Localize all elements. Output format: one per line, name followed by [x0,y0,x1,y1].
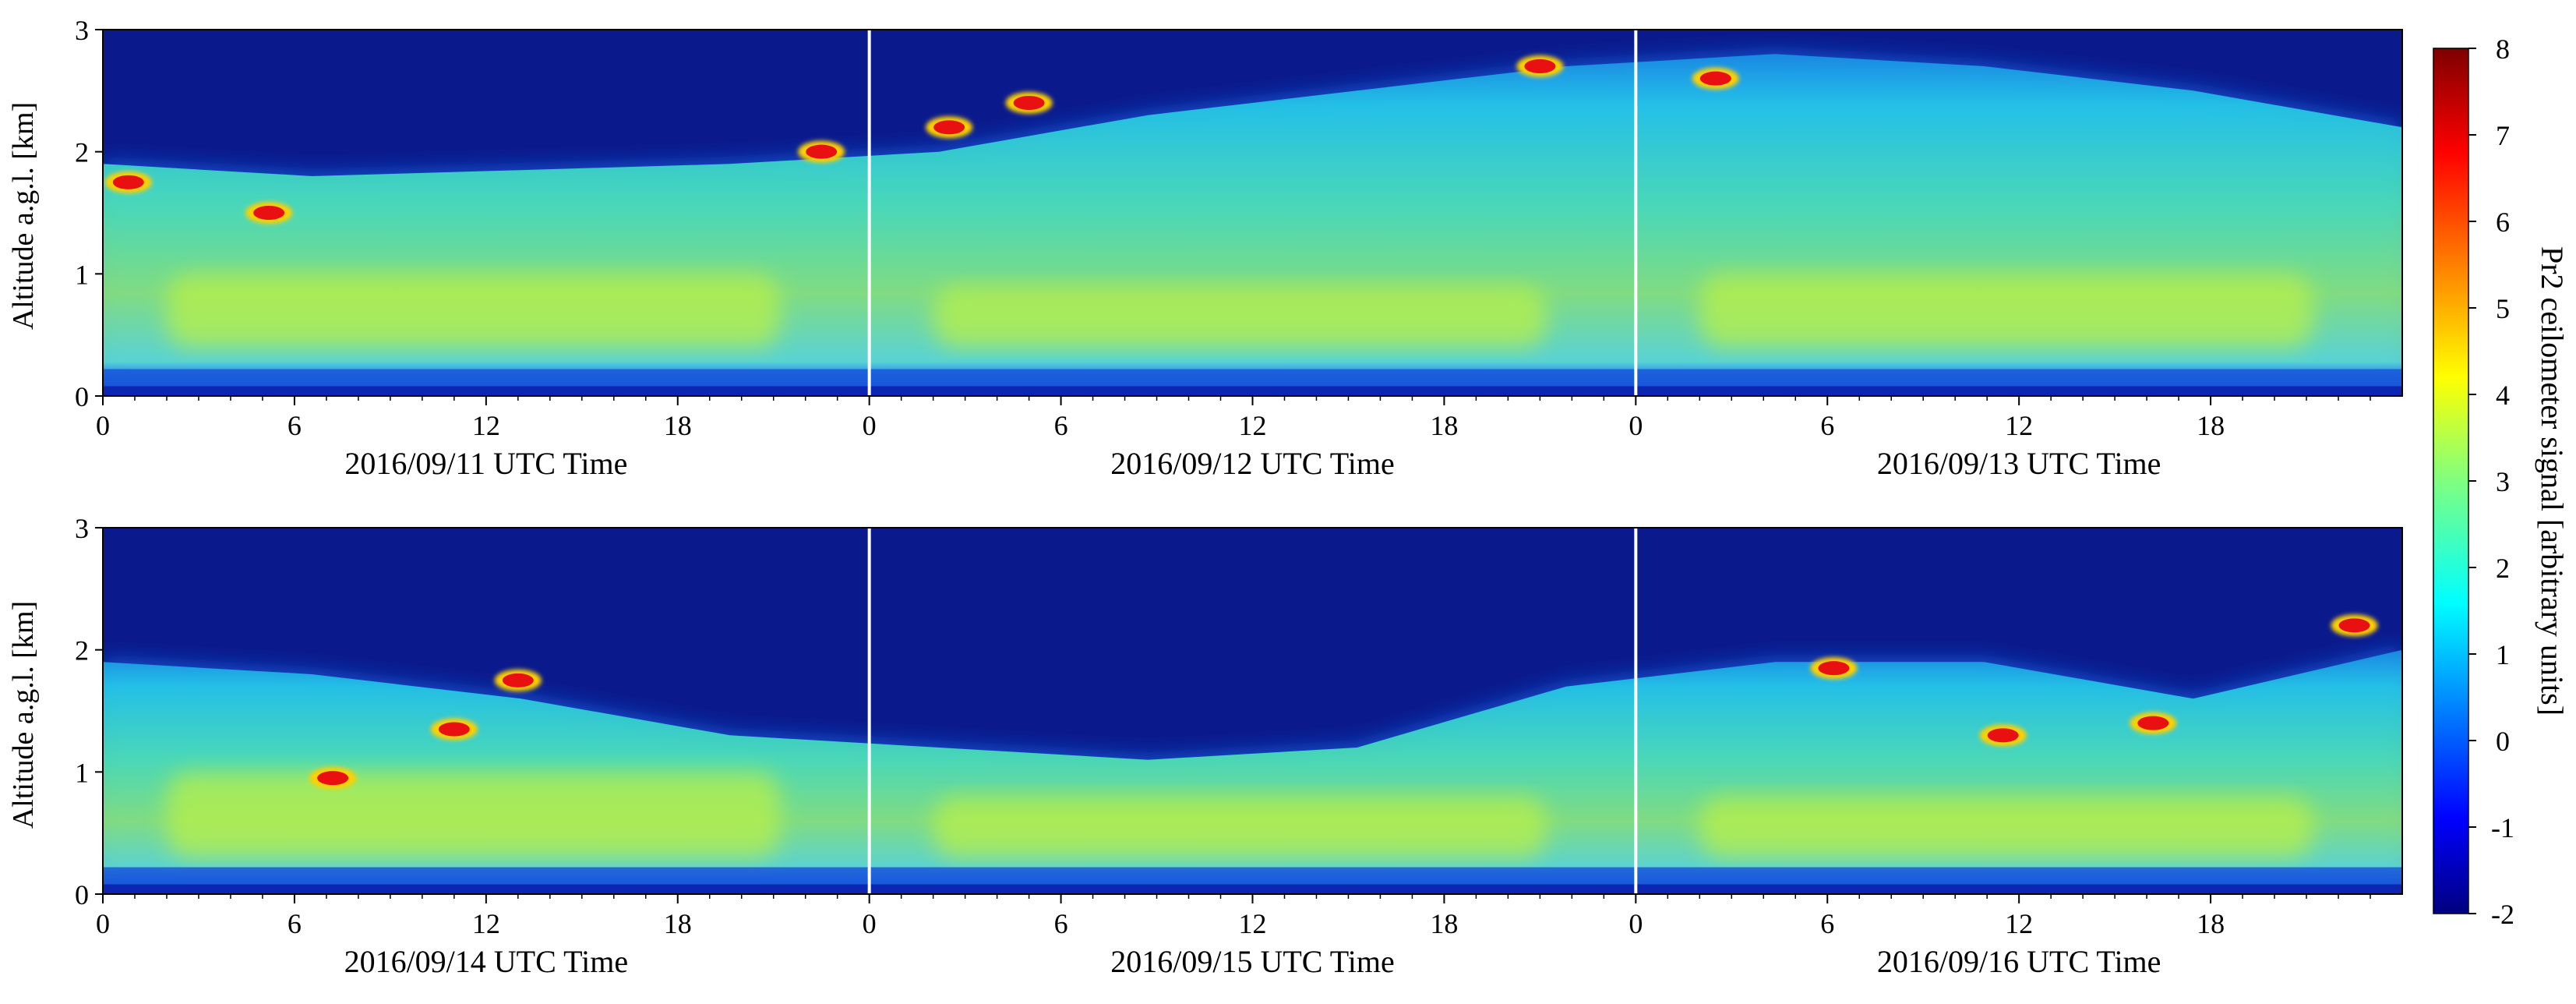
cloud-feature-core [438,722,470,737]
colorbar-tick-label: 8 [2496,34,2510,65]
x-tick-label: 12 [472,410,500,441]
cloud-feature-core [1987,728,2019,743]
colorbar-tick-label: 3 [2496,466,2510,497]
day-axis-label: 2016/09/12 UTC Time [1110,446,1395,481]
x-tick-label: 18 [2197,908,2225,939]
colorbar-tick-label: 6 [2496,207,2510,238]
y-tick-label: 1 [75,259,89,290]
day-axis-label: 2016/09/14 UTC Time [344,944,629,979]
cloud-feature-core [2137,716,2169,730]
cloud-feature-core [317,771,349,786]
x-tick-label: 6 [1054,908,1068,939]
y-tick-label: 0 [75,381,89,412]
x-tick-label: 0 [96,908,110,939]
y-tick-label: 3 [75,15,89,46]
y-axis-label-top: Altitude a.g.l. [km] [7,102,40,330]
cloud-feature-core [806,144,838,159]
surface-band-dark [103,386,2402,396]
x-tick-label: 6 [1820,410,1834,441]
day-axis-label: 2016/09/13 UTC Time [1877,446,2161,481]
y-tick-label: 2 [75,635,89,666]
x-tick-label: 6 [1820,908,1834,939]
x-tick-label: 12 [2005,410,2033,441]
aerosol-layer [166,772,780,857]
day-axis-label: 2016/09/11 UTC Time [344,446,627,481]
y-tick-label: 3 [75,513,89,544]
heatmap-area-bottom [103,528,2402,894]
cloud-feature-core [112,175,144,189]
aerosol-layer [933,286,1547,348]
aerosol-layer [1699,796,2313,857]
x-tick-label: 12 [472,908,500,939]
cloud-feature-core [2338,618,2370,633]
y-axis-label-bottom: Altitude a.g.l. [km] [7,601,40,829]
x-tick-label: 0 [96,410,110,441]
aerosol-layer [166,274,780,348]
surface-band-dark [103,884,2402,894]
cloud-feature-core [1699,71,1731,86]
cloud-feature-core [502,673,534,688]
x-tick-label: 18 [664,908,692,939]
x-tick-label: 18 [1430,908,1458,939]
y-tick-label: 2 [75,137,89,168]
colorbar-tick-label: 4 [2496,380,2510,411]
x-tick-label: 12 [1239,410,1267,441]
colorbar-tick-label: 1 [2496,639,2510,670]
x-tick-label: 18 [2197,410,2225,441]
x-tick-label: 0 [863,410,877,441]
y-tick-label: 0 [75,879,89,910]
colorbar-tick-label: 5 [2496,293,2510,324]
cloud-feature-core [253,206,285,220]
aerosol-layer [1699,274,2313,348]
colorbar-tick-label: 0 [2496,726,2510,757]
colorbar-tick-label: 7 [2496,120,2510,151]
cloud-feature-core [1524,59,1556,73]
cloud-feature-core [1818,661,1850,676]
x-tick-label: 18 [1430,410,1458,441]
colorbar: 8 7 6 5 4 3 2 1 0 -1 -2 Pr2 ceilometer signal [arb… [2433,34,2570,930]
heatmap-area-top [103,30,2402,396]
day-axis-label: 2016/09/16 UTC Time [1877,944,2161,979]
x-tick-label: 12 [2005,908,2033,939]
x-tick-label: 6 [288,908,302,939]
x-tick-label: 0 [863,908,877,939]
x-tick-label: 0 [1629,908,1643,939]
colorbar-tick-label: -2 [2491,899,2514,930]
cloud-feature-core [933,120,965,135]
day-axis-label: 2016/09/15 UTC Time [1110,944,1395,979]
colorbar-label: Pr2 ceilometer signal [arbitrary units] [2535,246,2570,716]
x-tick-label: 6 [288,410,302,441]
x-tick-label: 18 [664,410,692,441]
x-tick-label: 6 [1054,410,1068,441]
colorbar-tick-label: -1 [2491,812,2514,843]
aerosol-layer [933,796,1547,857]
colorbar-tick-label: 2 [2496,553,2510,584]
x-tick-label: 12 [1239,908,1267,939]
x-tick-label: 0 [1629,410,1643,441]
colorbar-ticks: 8 7 6 5 4 3 2 1 0 -1 -2 [2468,34,2514,930]
cloud-feature-core [1013,96,1045,110]
colorbar-gradient [2433,48,2469,914]
y-tick-label: 1 [75,757,89,788]
